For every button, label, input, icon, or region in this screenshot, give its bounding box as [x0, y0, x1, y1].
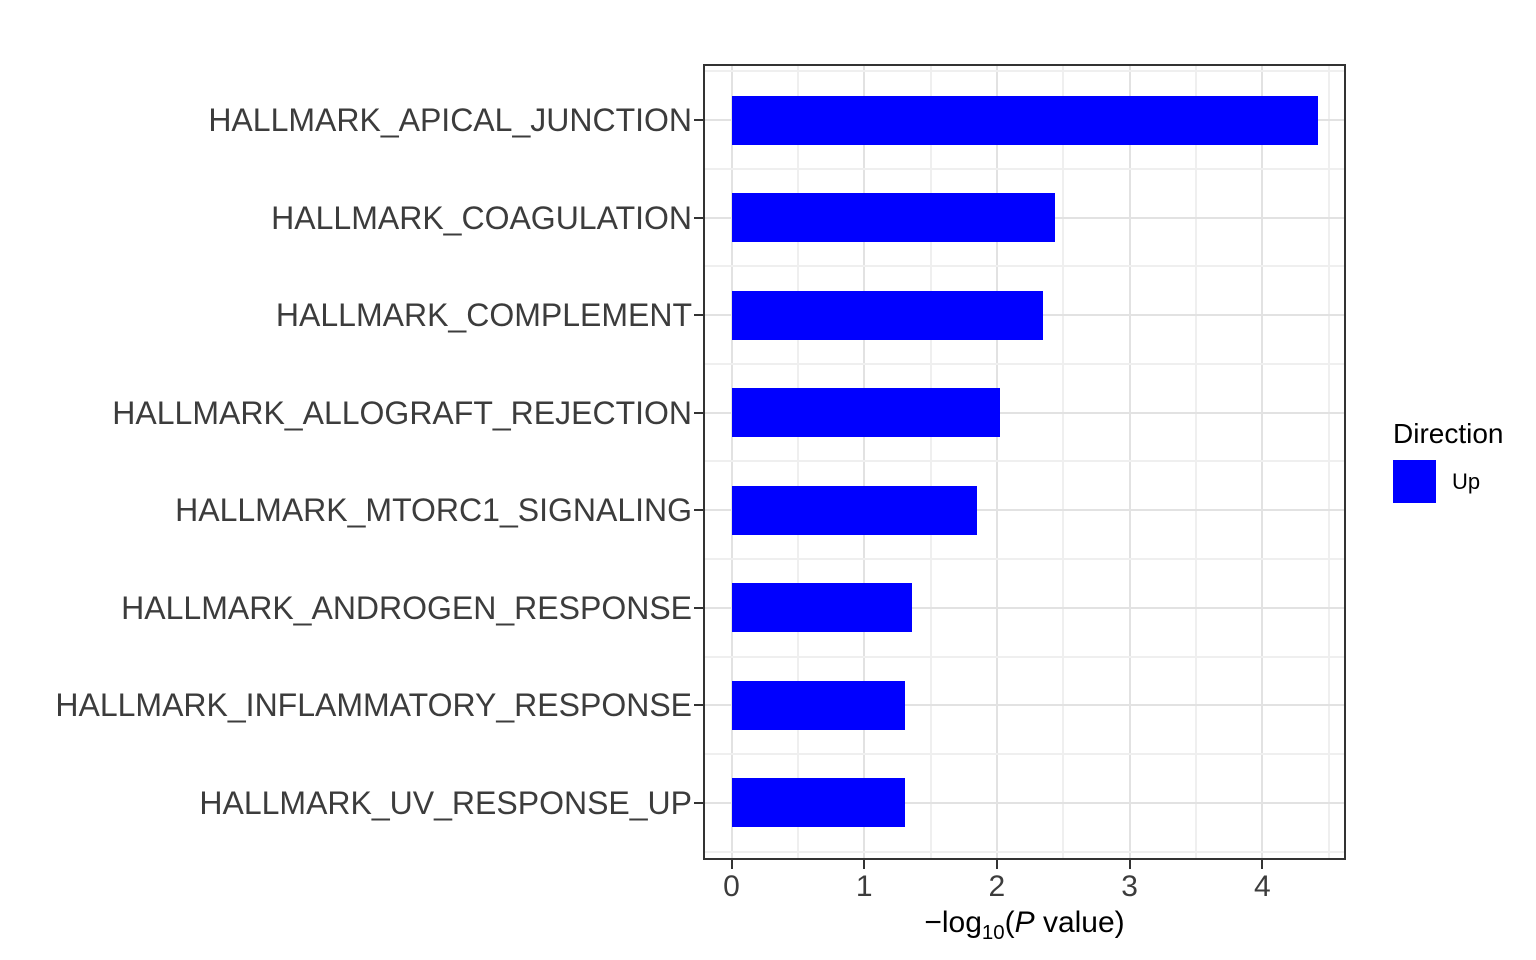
category-label: HALLMARK_MTORC1_SIGNALING [175, 492, 692, 529]
bar [731, 778, 906, 828]
x-tick [1128, 860, 1131, 869]
category-label: HALLMARK_UV_RESPONSE_UP [199, 784, 692, 821]
x-axis-title-post: value) [1034, 906, 1125, 939]
x-tick-label: 4 [1253, 870, 1271, 903]
y-tick [694, 704, 703, 707]
x-tick-label: 1 [855, 870, 873, 903]
gridline-y-minor [705, 557, 1344, 560]
x-tick-label: 3 [1121, 870, 1138, 903]
x-tick [863, 860, 866, 869]
x-tick-label: 0 [723, 870, 740, 903]
y-tick [694, 801, 703, 804]
gridline-y-minor [705, 850, 1344, 853]
gridline-y-major [705, 704, 1344, 707]
y-tick [694, 411, 703, 414]
category-label: HALLMARK_COAGULATION [271, 199, 692, 236]
category-label: HALLMARK_INFLAMMATORY_RESPONSE [55, 687, 692, 724]
category-label: HALLMARK_ALLOGRAFT_REJECTION [112, 394, 692, 431]
y-tick [694, 119, 703, 121]
category-label: HALLMARK_APICAL_JUNCTION [208, 102, 692, 138]
x-tick [1261, 860, 1264, 869]
bar [731, 290, 1044, 340]
bar [731, 485, 977, 535]
x-axis-title-mid: ( [1004, 906, 1015, 939]
gridline-y-minor [705, 362, 1344, 365]
x-axis-title: −log10(P value) [703, 906, 1346, 945]
x-axis-title-p: P [1014, 906, 1035, 939]
gridline-y-minor [705, 460, 1344, 463]
gridline-y-major [705, 509, 1344, 512]
bar [731, 680, 906, 730]
x-tick-label: 2 [988, 870, 1006, 903]
gridline-y-major [705, 606, 1344, 609]
legend-title: Direction [1393, 418, 1504, 449]
y-tick [694, 216, 703, 219]
x-tick [995, 860, 998, 869]
y-tick [694, 314, 703, 317]
gridline-y-minor [705, 655, 1344, 658]
gridline-y-minor [705, 753, 1344, 756]
category-label: HALLMARK_COMPLEMENT [275, 297, 692, 334]
bar [731, 95, 1319, 145]
gridline-y-major [705, 411, 1344, 414]
gridline-y-minor [705, 265, 1344, 268]
y-tick [694, 509, 703, 512]
category-label: HALLMARK_ANDROGEN_RESPONSE [121, 589, 692, 626]
bar [731, 193, 1056, 243]
gridline-y-minor [705, 70, 1344, 73]
bar [731, 583, 912, 633]
legend-label: Up [1452, 469, 1481, 494]
gridline-y-minor [705, 167, 1344, 170]
x-tick [730, 860, 733, 869]
x-axis-title-sub: 10 [981, 922, 1005, 944]
bar [731, 388, 1000, 438]
y-tick [694, 606, 703, 609]
x-axis-title-pre: −log [924, 906, 982, 939]
gridline-y-major [705, 801, 1344, 804]
legend-swatch [1393, 460, 1436, 503]
